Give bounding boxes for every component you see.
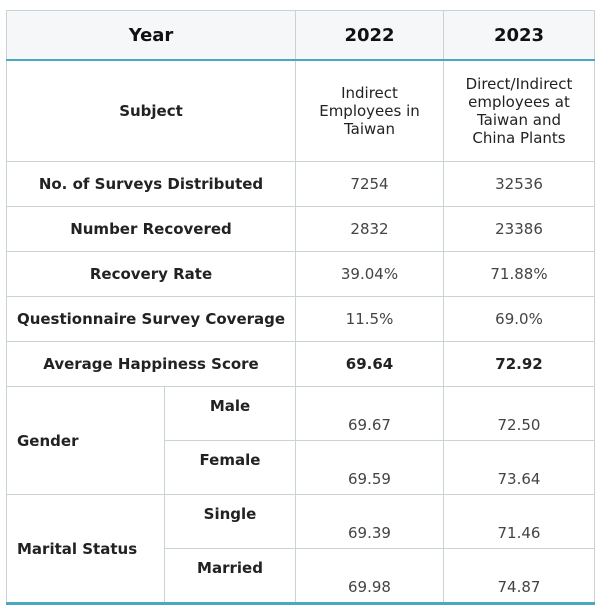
row-label: Recovery Rate: [6, 251, 296, 297]
marital-group-label: Marital Status: [6, 494, 165, 605]
row-label: No. of Surveys Distributed: [6, 161, 296, 207]
subject-2022-line: Indirect: [341, 84, 398, 102]
table-row: Average Happiness Score 69.64 72.92: [6, 341, 595, 387]
subject-2022: Indirect Employees in Taiwan: [295, 59, 444, 162]
happiness-survey-table: Year 2022 2023 Subject Indirect Employee…: [6, 10, 595, 605]
table-row: Recovery Rate 39.04% 71.88%: [6, 251, 595, 297]
value-2023: 23386: [443, 206, 595, 252]
gender-female-row: Female 69.59 73.64: [7, 440, 595, 495]
value-2023: 71.88%: [443, 251, 595, 297]
value-2023: 72.50: [443, 386, 595, 441]
header-row: Year 2022 2023: [6, 10, 595, 61]
year-header: Year: [6, 10, 296, 61]
marital-sub-label: Single: [164, 494, 296, 549]
subject-2022-line: Employees in: [319, 102, 420, 120]
value-2022: 39.04%: [295, 251, 444, 297]
year-2023-header: 2023: [443, 10, 595, 61]
value-2022: 69.98: [295, 548, 444, 605]
row-label: Questionnaire Survey Coverage: [6, 296, 296, 342]
table-row: No. of Surveys Distributed 7254 32536: [6, 161, 595, 207]
value-2023: 32536: [443, 161, 595, 207]
survey-table-container: Year 2022 2023 Subject Indirect Employee…: [6, 10, 595, 605]
subject-2023-line: China Plants: [472, 129, 566, 147]
gender-sub-label: Male: [164, 386, 296, 441]
value-2023: 73.64: [443, 440, 595, 495]
value-2023: 71.46: [443, 494, 595, 549]
subject-label: Subject: [6, 59, 296, 162]
value-2022: 69.59: [295, 440, 444, 495]
subject-2023-line: Direct/Indirect: [465, 75, 573, 93]
marital-single-row: Marital Status Single 69.39 71.46: [6, 494, 595, 605]
value-2022: 11.5%: [295, 296, 444, 342]
value-2023: 69.0%: [443, 296, 595, 342]
table-row: Questionnaire Survey Coverage 11.5% 69.0…: [6, 296, 595, 342]
row-label: Number Recovered: [6, 206, 296, 252]
subject-2022-line: Taiwan: [343, 120, 395, 138]
value-2022: 69.39: [295, 494, 444, 549]
marital-sub-label: Married: [164, 548, 296, 605]
value-2022: 7254: [295, 161, 444, 207]
table-row: Number Recovered 2832 23386: [6, 206, 595, 252]
gender-male-row: Gender Male 69.67 72.50: [6, 386, 595, 495]
value-2022: 69.67: [295, 386, 444, 441]
subject-2023-line: Taiwan and: [477, 111, 561, 129]
value-2023: 72.92: [443, 341, 595, 387]
value-2022: 2832: [295, 206, 444, 252]
subject-row: Subject Indirect Employees in Taiwan Dir…: [6, 59, 595, 162]
subject-2023: Direct/Indirect employees at Taiwan and …: [443, 59, 595, 162]
gender-sub-label: Female: [164, 440, 296, 495]
value-2023: 74.87: [443, 548, 595, 605]
row-label: Average Happiness Score: [6, 341, 296, 387]
value-2022: 69.64: [295, 341, 444, 387]
year-2022-header: 2022: [295, 10, 444, 61]
gender-group-label: Gender: [6, 386, 165, 495]
subject-2023-line: employees at: [468, 93, 570, 111]
